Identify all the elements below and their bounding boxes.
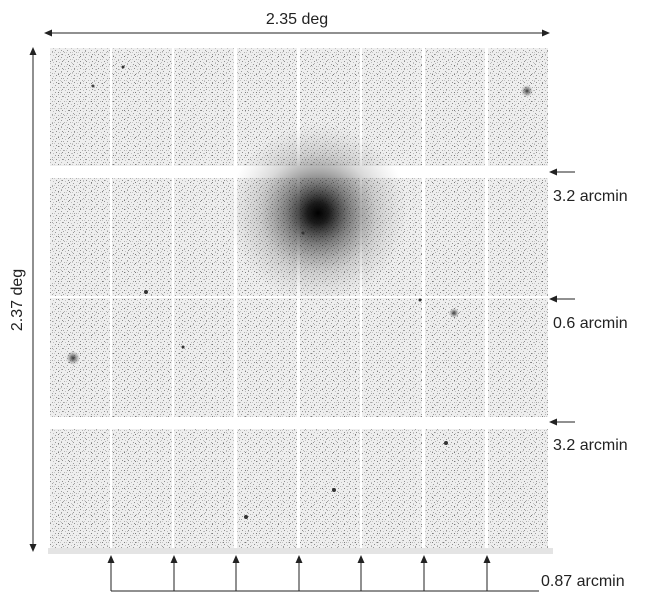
ccd-chip-noise-detail xyxy=(425,429,485,548)
gap-label-middle: 0.6 arcmin xyxy=(553,315,628,332)
column-gap-arrows xyxy=(107,555,539,592)
ccd-chip-noise-detail xyxy=(50,429,110,548)
ccd-chip-noise-detail xyxy=(112,298,172,417)
ccd-chip-noise-detail xyxy=(174,178,234,296)
ccd-chip-noise-detail xyxy=(488,48,548,166)
column-gap-arrow-head xyxy=(483,555,491,563)
column-gap-arrow-head xyxy=(357,555,365,563)
gap-arrow-middle xyxy=(549,295,575,303)
ccd-chip-noise-detail xyxy=(362,298,422,417)
ccd-chip-noise-detail xyxy=(174,48,234,166)
mosaic-base xyxy=(48,548,553,554)
ccd-chip-noise-detail xyxy=(300,298,360,417)
bright-source-halo xyxy=(228,123,408,303)
gap-arrow-top xyxy=(549,168,575,176)
column-gap-arrow-head xyxy=(295,555,303,563)
height-label: 2.37 deg xyxy=(9,269,26,331)
ccd-chip-noise-detail xyxy=(300,429,360,548)
height-dimension-arrow xyxy=(29,47,37,552)
width-dimension-arrow xyxy=(44,29,550,37)
ccd-chip-noise-detail xyxy=(425,178,485,296)
ccd-chip-noise-detail xyxy=(112,48,172,166)
ccd-chip-noise-detail xyxy=(362,429,422,548)
gap-arrow-bottom xyxy=(549,418,575,426)
ccd-chip-noise-detail xyxy=(112,178,172,296)
column-gap-arrow-head xyxy=(170,555,178,563)
gap-label-bottom: 3.2 arcmin xyxy=(553,437,628,454)
ccd-chip-noise-detail xyxy=(488,178,548,296)
ccd-chip-noise-detail xyxy=(237,298,297,417)
ccd-chip-noise-detail xyxy=(50,298,110,417)
ccd-chip-noise-detail xyxy=(237,429,297,548)
ccd-chip-noise-detail xyxy=(112,429,172,548)
gap-label-top: 3.2 arcmin xyxy=(553,188,628,205)
ccd-chip-noise-detail xyxy=(425,48,485,166)
ccd-chip-noise-detail xyxy=(50,178,110,296)
width-label: 2.35 deg xyxy=(266,11,328,28)
column-gap-arrow-head xyxy=(420,555,428,563)
ccd-chip-noise-detail xyxy=(488,429,548,548)
column-gap-arrow-head xyxy=(107,555,115,563)
ccd-chip-noise-detail xyxy=(50,48,110,166)
column-gap-arrow-head xyxy=(232,555,240,563)
ccd-chip-noise-detail xyxy=(174,429,234,548)
point-sources xyxy=(66,65,533,519)
ccd-chip-noise-detail xyxy=(174,298,234,417)
gap-label-columns: 0.87 arcmin xyxy=(541,573,625,590)
ccd-chip-noise-detail xyxy=(488,298,548,417)
